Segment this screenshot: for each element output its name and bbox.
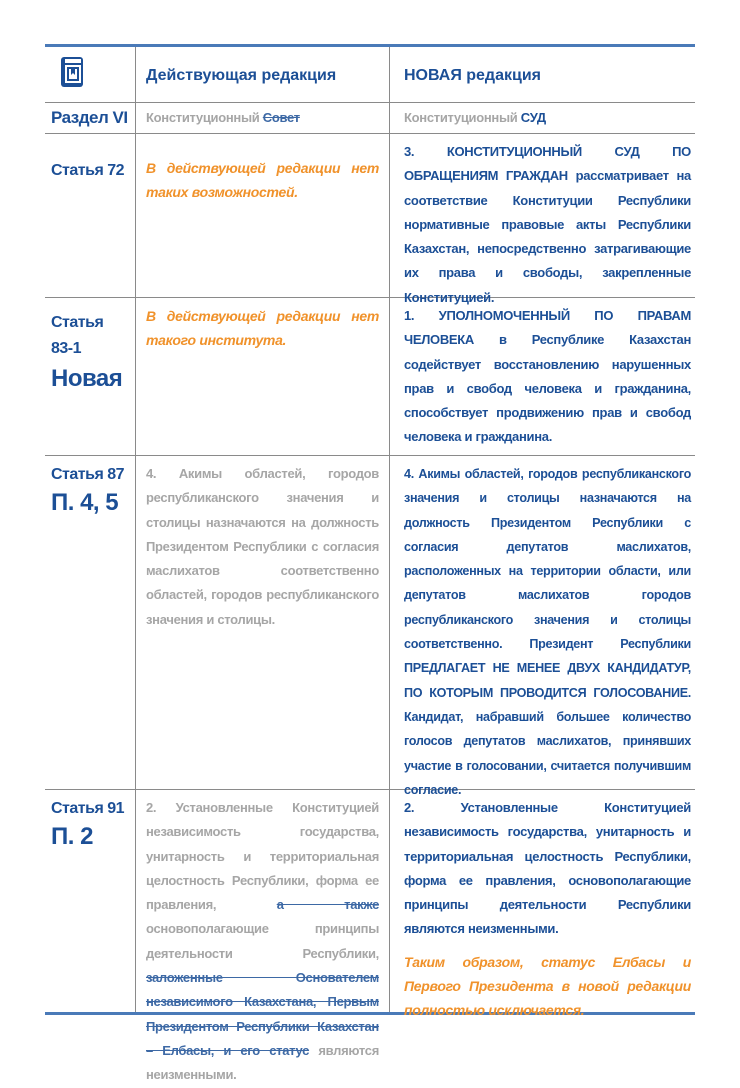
new-text: 4. Акимы областей, городов республиканск…	[390, 456, 695, 797]
current-text: В действующей редакции нет таких возможн…	[136, 134, 390, 297]
row-label: Статья 87 П. 4, 5	[45, 456, 136, 789]
new-paragraph: 1. УПОЛНОМОЧЕННЫЙ ПО ПРАВАМ ЧЕЛОВЕКА в Р…	[404, 308, 691, 445]
table-row: Статья 72 В действующей редакции нет так…	[45, 134, 695, 305]
struck-text: а также	[276, 897, 380, 913]
new-text: Конституционный СУД	[390, 103, 695, 133]
current-note: В действующей редакции нет таких возможн…	[146, 160, 379, 201]
current-paragraph: 2. Установленные Конституцией независимо…	[146, 796, 379, 1088]
current-text: 2. Установленные Конституцией независимо…	[136, 790, 390, 1082]
row-label-big: Новая	[51, 365, 123, 392]
current-text: Конституционный Совет	[136, 103, 390, 133]
new-paragraph: 3. КОНСТИТУЦИОННЫЙ СУД ПО ОБРАЩЕНИЯМ ГРА…	[404, 144, 691, 305]
table-row: Статья 83-1 Новая В действующей редакции…	[45, 298, 695, 456]
row-label: Статья 91 П. 2	[45, 790, 136, 1012]
struck-text: Совет	[262, 110, 300, 125]
row-label: Статья 72	[45, 134, 136, 297]
new-text: 3. КОНСТИТУЦИОННЫЙ СУД ПО ОБРАЩЕНИЯМ ГРА…	[390, 134, 695, 305]
header-row: Действующая редакция НОВАЯ редакция	[45, 47, 695, 103]
current-part: 2. Установленные Конституцией независимо…	[146, 800, 379, 913]
current-part: основополагающие принципы деятельности Р…	[146, 921, 379, 961]
current-text-plain: Конституционный	[146, 110, 260, 125]
row-label-big: П. 4, 5	[51, 489, 119, 516]
new-text: 1. УПОЛНОМОЧЕННЫЙ ПО ПРАВАМ ЧЕЛОВЕКА в Р…	[390, 298, 695, 455]
table-row: Статья 91 П. 2 2. Установленные Конститу…	[45, 790, 695, 1082]
icon-cell	[45, 47, 136, 102]
row-label-text: Статья 91	[51, 800, 125, 817]
new-text: 2. Установленные Конституцией независимо…	[390, 790, 695, 1018]
new-text-plain: Конституционный	[404, 110, 518, 125]
row-label-text: Статья 83-1	[51, 314, 104, 357]
current-text: В действующей редакции нет такого инстит…	[136, 298, 390, 455]
row-label-text: Статья 72	[51, 162, 125, 179]
row-label: Статья 83-1 Новая	[45, 298, 136, 455]
table-row: Раздел VI Конституционный Совет Конститу…	[45, 103, 695, 134]
conclusion-note: Таким образом, статус Елбасы и Первого П…	[404, 953, 691, 1019]
new-paragraph: 4. Акимы областей, городов республиканск…	[404, 467, 691, 797]
new-paragraph: 2. Установленные Конституцией независимо…	[404, 800, 691, 937]
book-icon	[61, 57, 83, 87]
current-note: В действующей редакции нет такого инстит…	[146, 308, 379, 349]
current-text: 4. Акимы областей, городов республиканск…	[136, 456, 390, 789]
comparison-table: Действующая редакция НОВАЯ редакция Разд…	[45, 44, 695, 1082]
current-paragraph: 4. Акимы областей, городов республиканск…	[146, 466, 379, 627]
header-current: Действующая редакция	[136, 47, 390, 102]
row-label-big: П. 2	[51, 823, 93, 850]
new-text-emph: СУД	[520, 110, 546, 125]
header-new: НОВАЯ редакция	[404, 67, 541, 84]
table-row: Статья 87 П. 4, 5 4. Акимы областей, гор…	[45, 456, 695, 797]
row-label: Раздел VI	[45, 103, 136, 133]
row-label-text: Статья 87	[51, 466, 125, 483]
